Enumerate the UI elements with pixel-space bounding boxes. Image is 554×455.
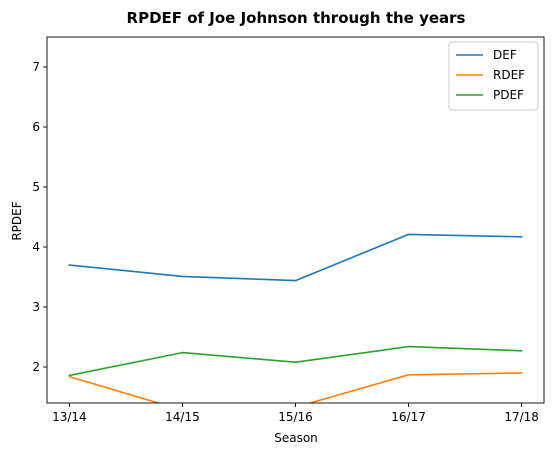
x-tick-label: 17/18 bbox=[504, 410, 539, 424]
chart-title: RPDEF of Joe Johnson through the years bbox=[127, 9, 466, 27]
y-tick-label: 4 bbox=[32, 240, 40, 254]
y-tick-label: 6 bbox=[32, 120, 40, 134]
y-axis-label: RPDEF bbox=[10, 201, 24, 240]
x-tick-label: 16/17 bbox=[391, 410, 426, 424]
legend: DEF RDEF PDEF bbox=[448, 41, 539, 111]
x-tick-label: 15/16 bbox=[278, 410, 313, 424]
series-line-rdef bbox=[68, 372, 523, 403]
legend-label-pdef: PDEF bbox=[493, 88, 524, 102]
legend-label-rdef: RDEF bbox=[493, 68, 525, 82]
legend-box bbox=[448, 41, 539, 111]
y-tick-label: 3 bbox=[32, 300, 40, 314]
y-tick-label: 2 bbox=[32, 360, 40, 374]
x-tick-label: 14/15 bbox=[165, 410, 200, 424]
x-axis-label: Season bbox=[274, 431, 318, 445]
y-tick-label: 5 bbox=[32, 180, 40, 194]
legend-label-def: DEF bbox=[493, 48, 517, 62]
series-line-def bbox=[68, 233, 523, 282]
plot-lines bbox=[68, 233, 523, 403]
axes: 13/14 14/15 15/16 16/17 17/18 2 3 4 5 6 7 bbox=[32, 36, 545, 424]
y-tick-label: 7 bbox=[32, 60, 40, 74]
x-tick-label: 13/14 bbox=[52, 410, 87, 424]
series-line-pdef bbox=[68, 345, 523, 377]
